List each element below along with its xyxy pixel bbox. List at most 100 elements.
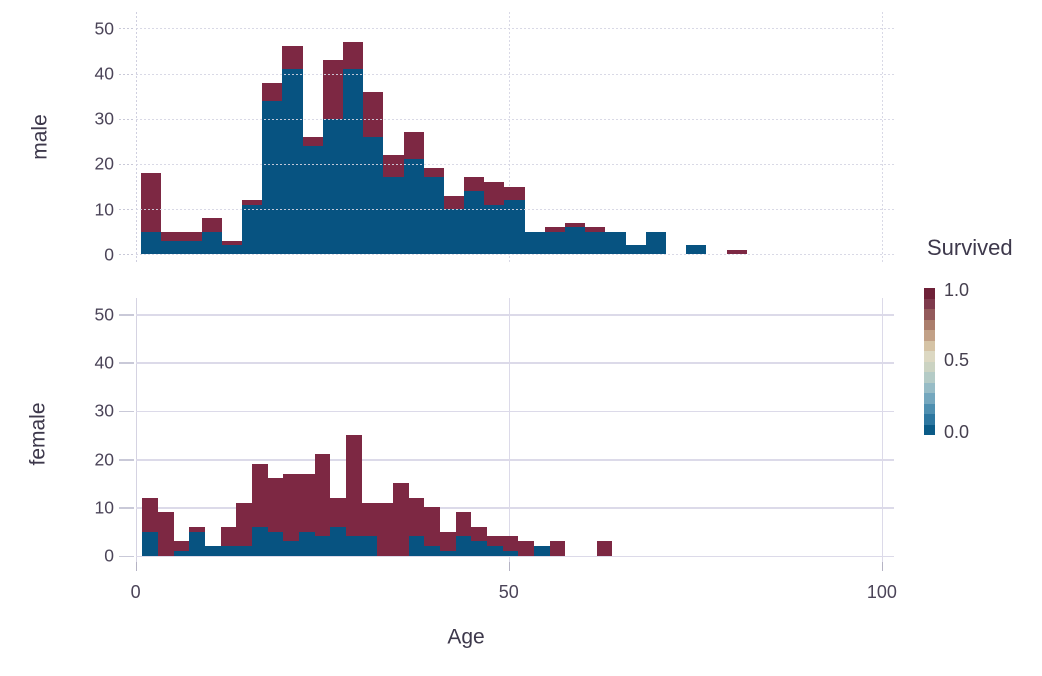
colorbar-band	[924, 403, 935, 414]
x-tick-label: 50	[498, 582, 519, 602]
histogram-bar-survived0	[440, 550, 456, 556]
y-tick-label: 20	[94, 448, 114, 469]
colorbar-band	[924, 372, 935, 383]
histogram-bar-survived1	[363, 91, 383, 137]
histogram-bar-survived0	[464, 191, 484, 255]
histogram-bar-survived1	[727, 249, 747, 255]
y-tick-label: 40	[94, 352, 114, 373]
histogram-bar-survived0	[268, 531, 283, 556]
colorbar-band	[924, 319, 935, 330]
histogram-bar-survived1	[503, 536, 518, 551]
y-tick-label: 30	[94, 400, 114, 421]
gridline-vertical	[881, 298, 884, 562]
gridline-horizontal	[135, 209, 894, 211]
histogram-bar-survived0	[221, 546, 236, 556]
histogram-bar-survived1	[565, 222, 585, 228]
gridline-horizontal	[135, 28, 894, 30]
histogram-bar-survived1	[518, 541, 534, 556]
histogram-bar-survived0	[504, 200, 525, 255]
y-tick-label: 50	[94, 303, 114, 324]
legend-title: Survived	[927, 235, 1013, 260]
gridline-horizontal	[135, 555, 894, 558]
histogram-bar-survived1	[377, 502, 393, 556]
histogram-bar-survived0	[262, 100, 282, 255]
histogram-bar-survived1	[161, 231, 181, 241]
histogram-bar-survived0	[242, 204, 262, 255]
y-tick-mark	[119, 555, 134, 558]
gridline-horizontal	[135, 73, 894, 75]
gridline-horizontal	[135, 459, 894, 461]
colorbar-band	[924, 414, 935, 425]
histogram-bar-survived1	[597, 541, 612, 556]
y-tick-mark	[119, 73, 134, 75]
histogram-bar-survived0	[141, 231, 161, 255]
histogram-bar-survived1	[268, 478, 283, 532]
histogram-bar-survived1	[545, 227, 565, 232]
histogram-bar-survived1	[141, 172, 161, 232]
y-tick-label: 40	[94, 63, 114, 84]
histogram-bar-survived0	[409, 536, 424, 556]
histogram-bar-survived0	[346, 536, 362, 556]
y-tick-label: 10	[94, 198, 114, 219]
colorbar-band	[924, 298, 935, 309]
histogram-bar-survived1	[303, 136, 323, 146]
histogram-bar-survived1	[299, 473, 315, 532]
histogram-bar-survived1	[444, 195, 464, 210]
x-tick-mark	[881, 562, 884, 571]
histogram-bar-survived0	[283, 541, 299, 556]
histogram-bar-survived1	[242, 200, 262, 205]
x-tick-label: 0	[130, 582, 141, 602]
histogram-bar-survived1	[283, 473, 299, 542]
histogram-bar-survived0	[205, 546, 221, 556]
y-tick-label: 20	[94, 153, 114, 174]
histogram-bar-survived0	[323, 118, 343, 255]
histogram-bar-survived1	[323, 59, 343, 119]
y-tick-mark	[119, 254, 134, 256]
colorbar-tick-0.0: 0.0	[944, 422, 970, 442]
histogram-bar-survived1	[202, 218, 222, 232]
y-tick-mark	[119, 28, 134, 30]
histogram-bar-survived0	[471, 541, 487, 556]
y-tick-mark	[119, 410, 134, 413]
histogram-bar-survived1	[346, 434, 362, 537]
survived-colorbar	[924, 288, 935, 435]
histogram-bar-survived0	[161, 240, 181, 255]
histogram-bar-survived1	[236, 502, 252, 547]
x-axis-title: Age	[447, 625, 485, 649]
x-tick-label: 100	[866, 582, 897, 602]
y-tick-mark	[119, 118, 134, 120]
colorbar-band	[924, 393, 935, 404]
x-tick-mark	[508, 562, 511, 571]
histogram-bar-survived1	[464, 177, 484, 191]
histogram-bar-survived0	[626, 245, 646, 255]
histogram-bar-survived0	[585, 231, 605, 255]
histogram-bar-survived1	[471, 526, 487, 542]
y-tick-mark	[119, 314, 134, 316]
histogram-bar-survived1	[404, 132, 424, 160]
y-tick-mark	[119, 209, 134, 211]
histogram-bar-survived0	[189, 531, 205, 556]
y-tick-mark	[119, 459, 134, 461]
histogram-bar-survived1	[456, 512, 471, 537]
histogram-bar-survived0	[646, 231, 666, 255]
colorbar-tick-0.5: 0.5	[944, 350, 970, 370]
histogram-bar-survived1	[409, 497, 424, 537]
gridline-vertical	[508, 298, 511, 562]
histogram-bar-survived0	[404, 159, 424, 255]
histogram-bar-survived0	[686, 245, 706, 255]
gridline-horizontal	[135, 410, 894, 413]
histogram-bar-survived1	[315, 454, 330, 537]
histogram-bar-survived1	[181, 231, 202, 241]
colorbar-band	[924, 361, 935, 372]
gridline-horizontal	[135, 163, 894, 165]
histogram-bar-survived1	[282, 46, 303, 69]
histogram-bar-survived1	[487, 536, 503, 547]
gridline-vertical	[881, 12, 883, 264]
histogram-bar-survived0	[487, 546, 503, 556]
histogram-bar-survived0	[362, 536, 377, 556]
histogram-bar-survived0	[299, 531, 315, 556]
histogram-bar-survived0	[363, 136, 383, 255]
histogram-bar-survived0	[202, 231, 222, 255]
colorbar-band	[924, 382, 935, 393]
